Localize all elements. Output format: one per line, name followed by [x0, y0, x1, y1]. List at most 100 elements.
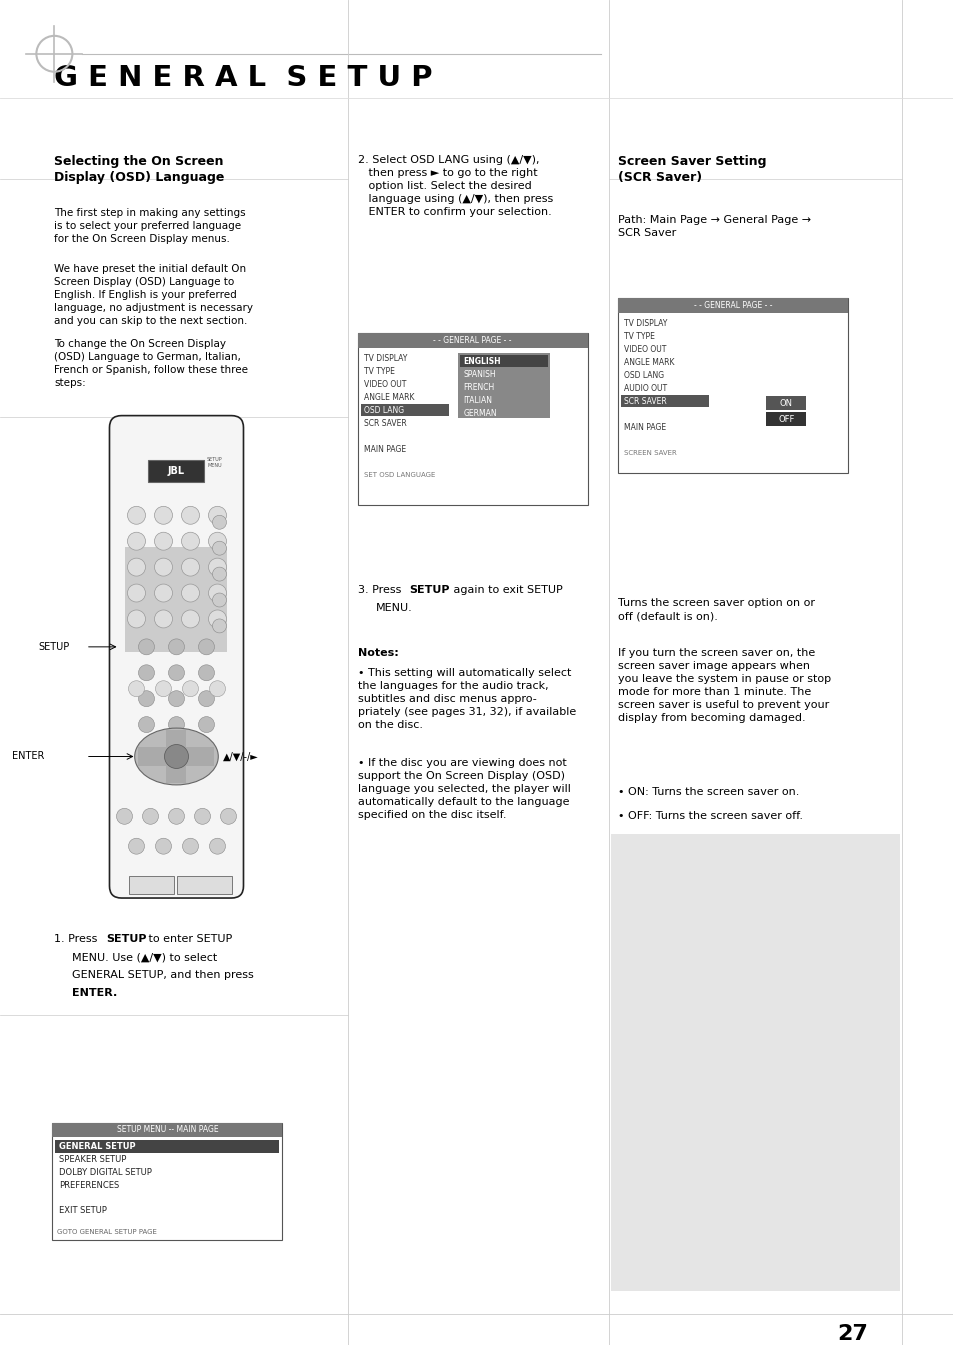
Bar	[620, 395, 708, 407]
Circle shape	[181, 506, 199, 525]
Bar	[129, 876, 173, 894]
Text: G E N E R A L  S E T U P: G E N E R A L S E T U P	[54, 63, 433, 92]
Ellipse shape	[134, 728, 218, 785]
Text: ENGLISH: ENGLISH	[463, 357, 501, 366]
Text: to enter SETUP: to enter SETUP	[145, 935, 233, 944]
Bar	[126, 548, 227, 652]
Circle shape	[116, 808, 132, 824]
Circle shape	[209, 610, 226, 627]
Text: SETUP: SETUP	[38, 642, 70, 652]
Circle shape	[128, 533, 146, 550]
Text: TV DISPLAY: TV DISPLAY	[623, 318, 667, 328]
Text: ENTER: ENTER	[12, 751, 45, 761]
Text: To change the On Screen Display
(OSD) Language to German, Italian,
French or Spa: To change the On Screen Display (OSD) La…	[54, 339, 248, 389]
Text: TV DISPLAY: TV DISPLAY	[363, 353, 407, 363]
Text: DOLBY DIGITAL SETUP: DOLBY DIGITAL SETUP	[59, 1168, 152, 1176]
Text: MENU. Use (▲/▼) to select: MENU. Use (▲/▼) to select	[72, 952, 217, 962]
Circle shape	[138, 639, 154, 654]
Text: OSD LANG: OSD LANG	[623, 371, 663, 380]
Text: OSD LANG: OSD LANG	[363, 406, 403, 414]
Circle shape	[209, 584, 226, 602]
Text: Selecting the On Screen
Display (OSD) Language: Selecting the On Screen Display (OSD) La…	[54, 155, 225, 183]
Bar	[138, 746, 214, 766]
Text: TV TYPE: TV TYPE	[363, 367, 395, 376]
Circle shape	[138, 665, 154, 681]
Circle shape	[169, 808, 184, 824]
Text: Path: Main Page → General Page →
SCR Saver: Path: Main Page → General Page → SCR Sav…	[618, 214, 810, 239]
Text: We have preset the initial default On
Screen Display (OSD) Language to
English. : We have preset the initial default On Sc…	[54, 263, 253, 325]
Text: - - GENERAL PAGE - -: - - GENERAL PAGE - -	[433, 336, 512, 345]
Bar	[618, 298, 847, 473]
FancyBboxPatch shape	[110, 415, 243, 898]
Text: SCREEN SAVER: SCREEN SAVER	[623, 451, 677, 456]
Circle shape	[198, 639, 214, 654]
Text: SETUP MENU -- MAIN PAGE: SETUP MENU -- MAIN PAGE	[116, 1125, 218, 1135]
Circle shape	[181, 533, 199, 550]
Circle shape	[213, 619, 226, 633]
Text: Turns the screen saver option on or
off (default is on).: Turns the screen saver option on or off …	[618, 599, 814, 622]
Text: FRENCH: FRENCH	[463, 383, 495, 391]
Circle shape	[128, 506, 146, 525]
Text: If you turn the screen saver on, the
screen saver image appears when
you leave t: If you turn the screen saver on, the scr…	[618, 648, 830, 723]
Circle shape	[169, 716, 184, 733]
Bar	[357, 333, 587, 505]
Circle shape	[128, 584, 146, 602]
Text: ENTER.: ENTER.	[72, 989, 117, 998]
Circle shape	[213, 541, 226, 556]
Text: ANGLE MARK: ANGLE MARK	[623, 357, 674, 367]
Circle shape	[213, 594, 226, 607]
Text: - - GENERAL PAGE - -: - - GENERAL PAGE - -	[693, 301, 772, 310]
Text: SPEAKER SETUP: SPEAKER SETUP	[59, 1155, 127, 1164]
Text: PREFERENCES: PREFERENCES	[59, 1180, 119, 1190]
Circle shape	[181, 584, 199, 602]
Circle shape	[155, 838, 172, 854]
Circle shape	[142, 808, 158, 824]
Text: EXIT SETUP: EXIT SETUP	[59, 1206, 107, 1215]
Circle shape	[213, 515, 226, 529]
Bar	[357, 333, 587, 348]
Text: OFF: OFF	[778, 414, 794, 424]
Circle shape	[154, 584, 172, 602]
Circle shape	[209, 558, 226, 576]
Text: ▲/▼/-/►: ▲/▼/-/►	[222, 751, 258, 761]
Text: again to exit SETUP: again to exit SETUP	[449, 585, 562, 595]
Text: The first step in making any settings
is to select your preferred language
for t: The first step in making any settings is…	[54, 208, 246, 244]
Circle shape	[164, 745, 189, 769]
Circle shape	[210, 838, 225, 854]
Text: ITALIAN: ITALIAN	[463, 395, 493, 405]
Text: AUDIO OUT: AUDIO OUT	[623, 383, 666, 393]
Circle shape	[220, 808, 236, 824]
Circle shape	[181, 610, 199, 627]
Circle shape	[198, 665, 214, 681]
Bar	[52, 1122, 282, 1137]
Text: 2. Select OSD LANG using (▲/▼),
   then press ► to go to the right
   option lis: 2. Select OSD LANG using (▲/▼), then pre…	[357, 155, 553, 217]
Circle shape	[155, 681, 172, 696]
Bar	[52, 1122, 282, 1240]
Text: SETUP: SETUP	[107, 935, 147, 944]
Text: • OFF: Turns the screen saver off.: • OFF: Turns the screen saver off.	[618, 811, 802, 820]
Text: SETUP
MENU: SETUP MENU	[207, 457, 222, 468]
Circle shape	[209, 533, 226, 550]
Circle shape	[169, 665, 184, 681]
Bar	[618, 298, 847, 313]
Circle shape	[129, 681, 144, 696]
Text: GOTO GENERAL SETUP PAGE: GOTO GENERAL SETUP PAGE	[57, 1229, 157, 1236]
Text: VIDEO OUT: VIDEO OUT	[623, 345, 666, 353]
Text: SCR SAVER: SCR SAVER	[623, 397, 666, 406]
Circle shape	[138, 716, 154, 733]
Text: ANGLE MARK: ANGLE MARK	[363, 393, 414, 402]
Circle shape	[209, 506, 226, 525]
Text: JBL: JBL	[168, 467, 185, 476]
Text: VIDEO OUT: VIDEO OUT	[363, 380, 406, 389]
Circle shape	[128, 610, 146, 627]
Circle shape	[213, 567, 226, 581]
Circle shape	[154, 533, 172, 550]
Text: 3. Press: 3. Press	[357, 585, 404, 595]
Circle shape	[182, 838, 198, 854]
Text: SCR SAVER: SCR SAVER	[363, 418, 406, 428]
Circle shape	[198, 716, 214, 733]
Circle shape	[182, 681, 198, 696]
Text: MAIN PAGE: MAIN PAGE	[363, 445, 405, 453]
Bar	[459, 355, 547, 367]
Circle shape	[154, 506, 172, 525]
